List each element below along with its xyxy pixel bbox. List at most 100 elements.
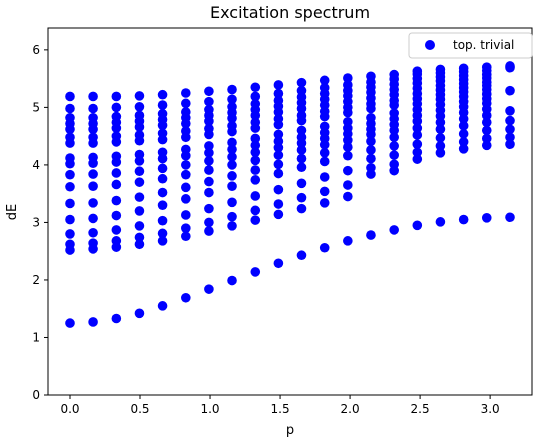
data-point bbox=[296, 178, 307, 189]
data-point bbox=[65, 229, 75, 239]
data-point bbox=[296, 125, 307, 136]
data-point bbox=[111, 111, 122, 122]
data-point bbox=[134, 102, 145, 112]
data-point bbox=[250, 117, 261, 128]
data-point bbox=[435, 124, 446, 135]
data-point bbox=[88, 198, 98, 208]
data-point bbox=[157, 228, 168, 239]
data-point bbox=[458, 120, 469, 131]
data-point bbox=[134, 206, 145, 216]
data-point bbox=[319, 186, 330, 197]
data-point bbox=[204, 226, 214, 236]
data-point bbox=[111, 210, 122, 221]
data-point bbox=[435, 141, 446, 151]
data-point bbox=[505, 106, 515, 116]
data-point bbox=[319, 75, 330, 86]
data-point bbox=[111, 236, 122, 246]
data-point bbox=[111, 151, 122, 162]
data-point bbox=[227, 84, 237, 95]
data-point bbox=[273, 114, 284, 124]
x-tick-label: 3.0 bbox=[481, 402, 500, 416]
x-axis: 0.0 0.5 1.0 1.5 2.0 2.5 3.0 bbox=[60, 395, 500, 416]
data-point bbox=[204, 141, 214, 151]
data-point bbox=[227, 181, 237, 191]
data-point bbox=[204, 203, 214, 214]
data-point bbox=[134, 221, 145, 231]
data-point bbox=[134, 130, 145, 140]
y-axis: 0 1 2 3 4 5 6 bbox=[32, 43, 48, 402]
data-point bbox=[505, 132, 515, 143]
data-point bbox=[157, 215, 168, 226]
data-point bbox=[181, 126, 191, 136]
data-point bbox=[181, 182, 191, 193]
data-point bbox=[204, 96, 214, 107]
data-point bbox=[88, 227, 98, 238]
data-point bbox=[157, 128, 168, 139]
data-point bbox=[65, 132, 75, 143]
y-tick-label: 1 bbox=[32, 330, 40, 344]
y-tick-label: 3 bbox=[32, 215, 40, 229]
data-point bbox=[181, 98, 191, 109]
data-point bbox=[111, 102, 122, 113]
data-point bbox=[204, 104, 214, 115]
data-point bbox=[227, 152, 237, 162]
data-point bbox=[157, 200, 168, 210]
data-point bbox=[111, 225, 122, 235]
data-point bbox=[65, 198, 75, 209]
data-point bbox=[343, 180, 353, 190]
data-point bbox=[343, 73, 353, 83]
data-point bbox=[88, 91, 98, 102]
y-axis-label: dE bbox=[5, 204, 20, 220]
data-point bbox=[481, 117, 492, 128]
data-point bbox=[204, 217, 214, 228]
data-point bbox=[134, 232, 145, 243]
data-point bbox=[111, 179, 122, 190]
data-point bbox=[296, 132, 307, 143]
data-point bbox=[134, 110, 145, 121]
data-point bbox=[505, 61, 515, 71]
data-point bbox=[134, 239, 145, 250]
data-point bbox=[343, 150, 353, 161]
data-point bbox=[88, 132, 98, 143]
data-point bbox=[111, 91, 122, 102]
data-point bbox=[412, 220, 423, 231]
x-tick-label: 1.5 bbox=[271, 402, 290, 416]
data-point bbox=[227, 144, 237, 155]
data-point bbox=[65, 239, 75, 250]
data-point bbox=[412, 154, 423, 164]
data-point bbox=[65, 153, 75, 163]
data-point bbox=[435, 64, 446, 75]
data-point bbox=[157, 301, 168, 311]
data-point bbox=[65, 214, 75, 225]
data-point bbox=[65, 318, 75, 328]
data-point bbox=[481, 62, 492, 72]
data-point bbox=[250, 215, 261, 225]
data-point bbox=[250, 191, 261, 201]
data-point bbox=[273, 129, 284, 140]
data-point bbox=[65, 169, 75, 180]
data-point bbox=[296, 192, 307, 203]
data-point bbox=[296, 77, 307, 88]
y-tick-label: 0 bbox=[32, 388, 40, 402]
data-point bbox=[227, 221, 237, 231]
data-point bbox=[389, 132, 399, 143]
data-point bbox=[343, 80, 353, 90]
data-point bbox=[273, 80, 284, 90]
data-point bbox=[458, 137, 469, 147]
data-point bbox=[204, 165, 214, 175]
data-point bbox=[250, 133, 261, 144]
data-point bbox=[88, 181, 98, 191]
data-point bbox=[134, 149, 145, 160]
data-point bbox=[296, 85, 307, 96]
data-point bbox=[435, 133, 446, 143]
data-point bbox=[181, 231, 191, 242]
data-point bbox=[157, 236, 168, 246]
data-point bbox=[319, 156, 330, 167]
data-point bbox=[227, 275, 237, 286]
data-point bbox=[366, 112, 376, 123]
data-point bbox=[343, 116, 353, 127]
data-point bbox=[88, 238, 98, 248]
data-point bbox=[481, 140, 492, 151]
data-point bbox=[412, 139, 423, 149]
data-point bbox=[273, 258, 284, 269]
